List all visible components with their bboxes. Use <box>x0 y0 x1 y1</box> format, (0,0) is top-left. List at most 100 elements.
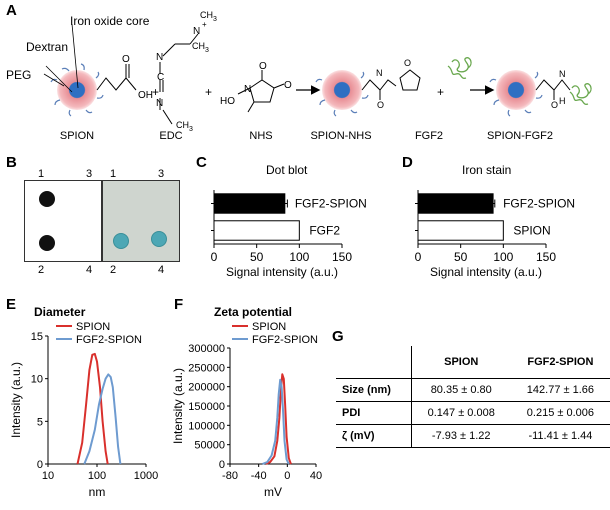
series-line <box>76 352 109 465</box>
spion-particle-icon <box>50 63 104 117</box>
y-tick-label: 200000 <box>188 382 225 394</box>
edc-plus: + <box>202 20 207 29</box>
table-corner <box>336 346 412 379</box>
stain-label-1: 1 <box>110 168 117 180</box>
chart-f-title: Zeta potential <box>214 305 292 319</box>
spion-fgf2-protein-icon <box>569 83 592 105</box>
chart-iron-stain: Iron stain FGF2-SPION SPION 0 50 100 150Signa… <box>415 163 575 279</box>
series-line <box>265 373 292 465</box>
y-tick-label: 0 <box>37 459 43 471</box>
legend-entry: SPION <box>252 321 286 333</box>
table-cell: -7.93 ± 1.22 <box>410 424 511 448</box>
x-tick-label: 150 <box>332 250 352 264</box>
edc-n-1: N <box>156 52 163 63</box>
y-tick-label: 5 <box>37 416 43 428</box>
callout-peg: PEG <box>6 68 32 82</box>
x-axis-label: nm <box>89 485 106 499</box>
panel-label-b: B <box>6 154 17 171</box>
x-axis-label: Signal intensity (a.u.) <box>430 265 542 279</box>
characterization-table: SPION FGF2-SPION Size (nm) 80.35 ± 0.80 … <box>336 346 610 448</box>
nhs-structure <box>237 70 285 113</box>
stain-label-2: 2 <box>110 264 117 276</box>
chart-e-plot: 0 5 10 15 10 100 1000 nm Intensity (a.u.) SPIONFG… <box>9 321 158 499</box>
x-tick-label: 40 <box>310 470 322 482</box>
table-row: Size (nm) 80.35 ± 0.80 142.77 ± 1.66 <box>336 378 610 402</box>
plus-sign-3: + <box>437 85 444 99</box>
table-row-label: Size (nm) <box>336 378 412 402</box>
caption-fgf2: FGF2 <box>414 130 444 142</box>
table-cell: 0.215 ± 0.006 <box>510 401 610 425</box>
y-tick-label: 300000 <box>188 343 225 355</box>
category-label: FGF2-SPION <box>503 197 575 211</box>
y-tick-label: 10 <box>31 374 43 386</box>
bar <box>417 220 504 241</box>
spion-fgf2-h: H <box>559 96 566 106</box>
blot-label-3: 3 <box>86 168 93 180</box>
panel-label-a: A <box>6 2 17 19</box>
table-header-fgf2-spion: FGF2-SPION <box>510 346 610 379</box>
table-cell: -11.41 ± 1.44 <box>510 424 610 448</box>
spion-fgf2-o: O <box>551 100 558 110</box>
caption-spion-fgf2: SPION-FGF2 <box>486 130 553 142</box>
blot-label-2: 2 <box>38 264 45 276</box>
chart-diameter: Diameter 0 5 10 15 10 100 1000 nm Intensity (a.u… <box>9 305 158 499</box>
bar <box>213 193 286 214</box>
spion-fgf2-n: N <box>559 69 566 79</box>
nhs-o-2: O <box>284 80 292 91</box>
panel-label-g: G <box>332 328 344 345</box>
category-label: SPION <box>513 224 550 238</box>
callout-iron-oxide-core: Iron oxide core <box>70 14 150 28</box>
y-tick-label: 15 <box>31 331 43 343</box>
chart-f-plot: 0 50000 100000 150000 200000 250000 300000 -80 -… <box>171 321 322 499</box>
iron-dot-4 <box>151 231 167 247</box>
x-tick-label: 100 <box>88 470 106 482</box>
nhs-ho: HO <box>220 96 235 107</box>
x-tick-label: 0 <box>415 250 422 264</box>
y-tick-label: 100000 <box>188 420 225 432</box>
dot-1 <box>39 191 55 207</box>
chart-d-title: Iron stain <box>462 163 511 177</box>
y-axis-label: Intensity (a.u.) <box>171 368 185 444</box>
stain-label-3: 3 <box>158 168 165 180</box>
edc-ch3-3: CH3 <box>176 120 193 133</box>
panel-label-f: F <box>174 296 184 313</box>
y-tick-label: 250000 <box>188 362 225 374</box>
table-row: ζ (mV) -7.93 ± 1.22 -11.41 ± 1.44 <box>336 424 610 448</box>
caption-spion: SPION <box>59 130 95 142</box>
x-axis-label: mV <box>264 485 282 499</box>
chart-zeta-potential: Zeta potential 0 50000 100000 150000 200000 2… <box>171 305 322 499</box>
chart-e-title: Diameter <box>34 305 86 319</box>
iron-dot-2 <box>113 233 129 249</box>
spion-nhs-n: N <box>376 68 383 78</box>
y-tick-label: 150000 <box>188 401 225 413</box>
dot-blot-membrane <box>24 180 102 262</box>
stain-label-4: 4 <box>158 264 165 276</box>
legend-entry: FGF2-SPION <box>76 334 142 346</box>
blot-label-4: 4 <box>86 264 93 276</box>
table-cell: 142.77 ± 1.66 <box>510 378 610 402</box>
table-row-label: ζ (mV) <box>336 424 412 448</box>
spion-fgf2-particle-icon <box>489 70 543 117</box>
panel-a-scheme: OH O + + + N C N N + CH3 CH3 CH3 O O N H… <box>43 10 592 133</box>
x-tick-label: 100 <box>493 250 513 264</box>
x-axis-label: Signal intensity (a.u.) <box>226 265 338 279</box>
bar <box>417 193 494 214</box>
category-label: FGF2-SPION <box>295 197 367 211</box>
spion-nhs-o-2: O <box>404 58 411 68</box>
spion-nhs-o-1: O <box>377 100 384 110</box>
caption-spion-nhs: SPION-NHS <box>310 130 372 142</box>
table-row: PDI 0.147 ± 0.008 0.215 ± 0.006 <box>336 401 610 425</box>
x-tick-label: -80 <box>222 470 238 482</box>
y-tick-label: 50000 <box>194 440 225 452</box>
nhs-o-1: O <box>259 61 267 72</box>
legend-entry: FGF2-SPION <box>252 334 318 346</box>
table-cell: 0.147 ± 0.008 <box>410 401 511 425</box>
chart-c-title: Dot blot <box>266 163 308 177</box>
edc-structure <box>159 33 199 125</box>
x-tick-label: 50 <box>250 250 264 264</box>
chem-o-1: O <box>122 54 130 65</box>
plus-sign-2: + <box>205 85 212 99</box>
